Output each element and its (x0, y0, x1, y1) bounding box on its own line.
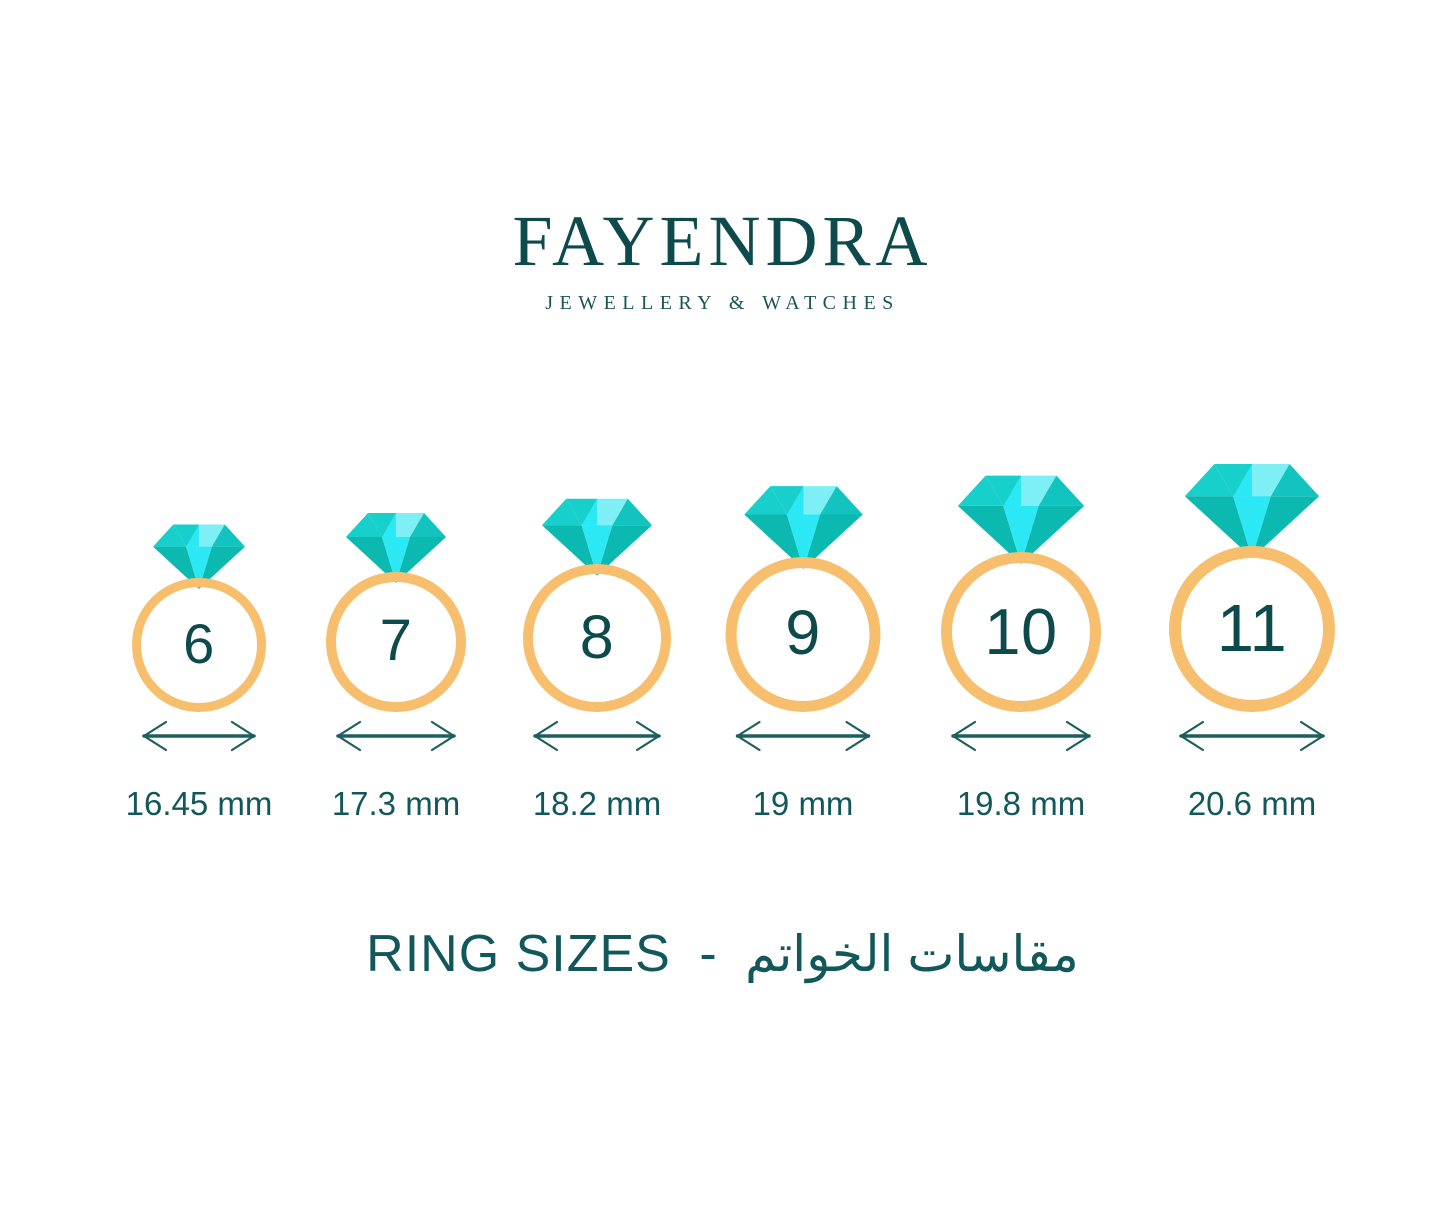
ring-band: 8 (523, 564, 671, 712)
diamond-icon (153, 518, 245, 590)
ring-illustration: 11 (1169, 456, 1335, 712)
ring-size-item[interactable]: 10 19.8 mm (881, 440, 1161, 820)
ring-illustration: 9 (725, 479, 881, 712)
ring-illustration: 6 (132, 518, 266, 712)
diameter-measure-arrow (129, 719, 269, 758)
ring-size-item[interactable]: 11 20.6 mm (1112, 440, 1392, 820)
diamond-icon (346, 506, 446, 584)
ring-size-row: 6 16.45 mm 7 17.3 mm 8 18.2 mm (0, 440, 1445, 820)
diamond-icon (743, 479, 863, 569)
brand-name: FAYENDRA (512, 201, 933, 281)
diameter-measure-arrow (520, 719, 674, 758)
ring-band: 11 (1169, 546, 1335, 712)
diameter-label: 20.6 mm (1187, 785, 1317, 822)
ring-illustration: 10 (941, 468, 1101, 712)
ring-size-number: 8 (579, 602, 615, 671)
diameter-measure-arrow (723, 719, 884, 758)
diameter-label: 16.45 mm (125, 785, 273, 822)
diamond-icon (542, 492, 652, 576)
diameter-label: 19.8 mm (956, 785, 1086, 822)
ring-size-number: 10 (984, 594, 1058, 668)
brand-logo: FAYENDRA JEWELLERY & WATCHES (0, 205, 1445, 313)
diameter-measure-arrow (323, 719, 469, 758)
ring-size-item[interactable]: 7 17.3 mm (256, 440, 536, 820)
diameter-label: 18.2 mm (532, 785, 662, 822)
ring-size-number: 9 (785, 598, 821, 668)
diameter-measure-arrow (1166, 719, 1338, 758)
brand-tagline: JEWELLERY & WATCHES (545, 292, 900, 314)
ring-band: 7 (326, 572, 466, 712)
ring-illustration: 8 (523, 492, 671, 712)
diameter-label: 17.3 mm (331, 785, 461, 822)
diamond-icon (957, 468, 1085, 564)
page-title: RING SIZES - مقاسات الخواتم (0, 925, 1445, 985)
page-title-separator: - (699, 925, 717, 983)
page-title-arabic: مقاسات الخواتم (745, 926, 1079, 982)
ring-band: 6 (132, 578, 266, 712)
ring-size-number: 7 (379, 608, 413, 673)
ring-size-item[interactable]: 6 16.45 mm (59, 440, 339, 820)
ring-size-number: 6 (183, 612, 215, 675)
ring-size-number: 11 (1216, 590, 1288, 666)
diameter-measure-arrow (938, 719, 1104, 758)
ring-band: 10 (941, 552, 1101, 712)
diamond-icon (1184, 456, 1320, 558)
page-title-english: RING SIZES (366, 925, 671, 983)
diameter-label: 19 mm (752, 785, 854, 822)
ring-illustration: 7 (326, 506, 466, 712)
ring-size-item[interactable]: 9 19 mm (663, 440, 943, 820)
ring-band: 9 (725, 557, 881, 712)
ring-size-item[interactable]: 8 18.2 mm (457, 440, 737, 820)
